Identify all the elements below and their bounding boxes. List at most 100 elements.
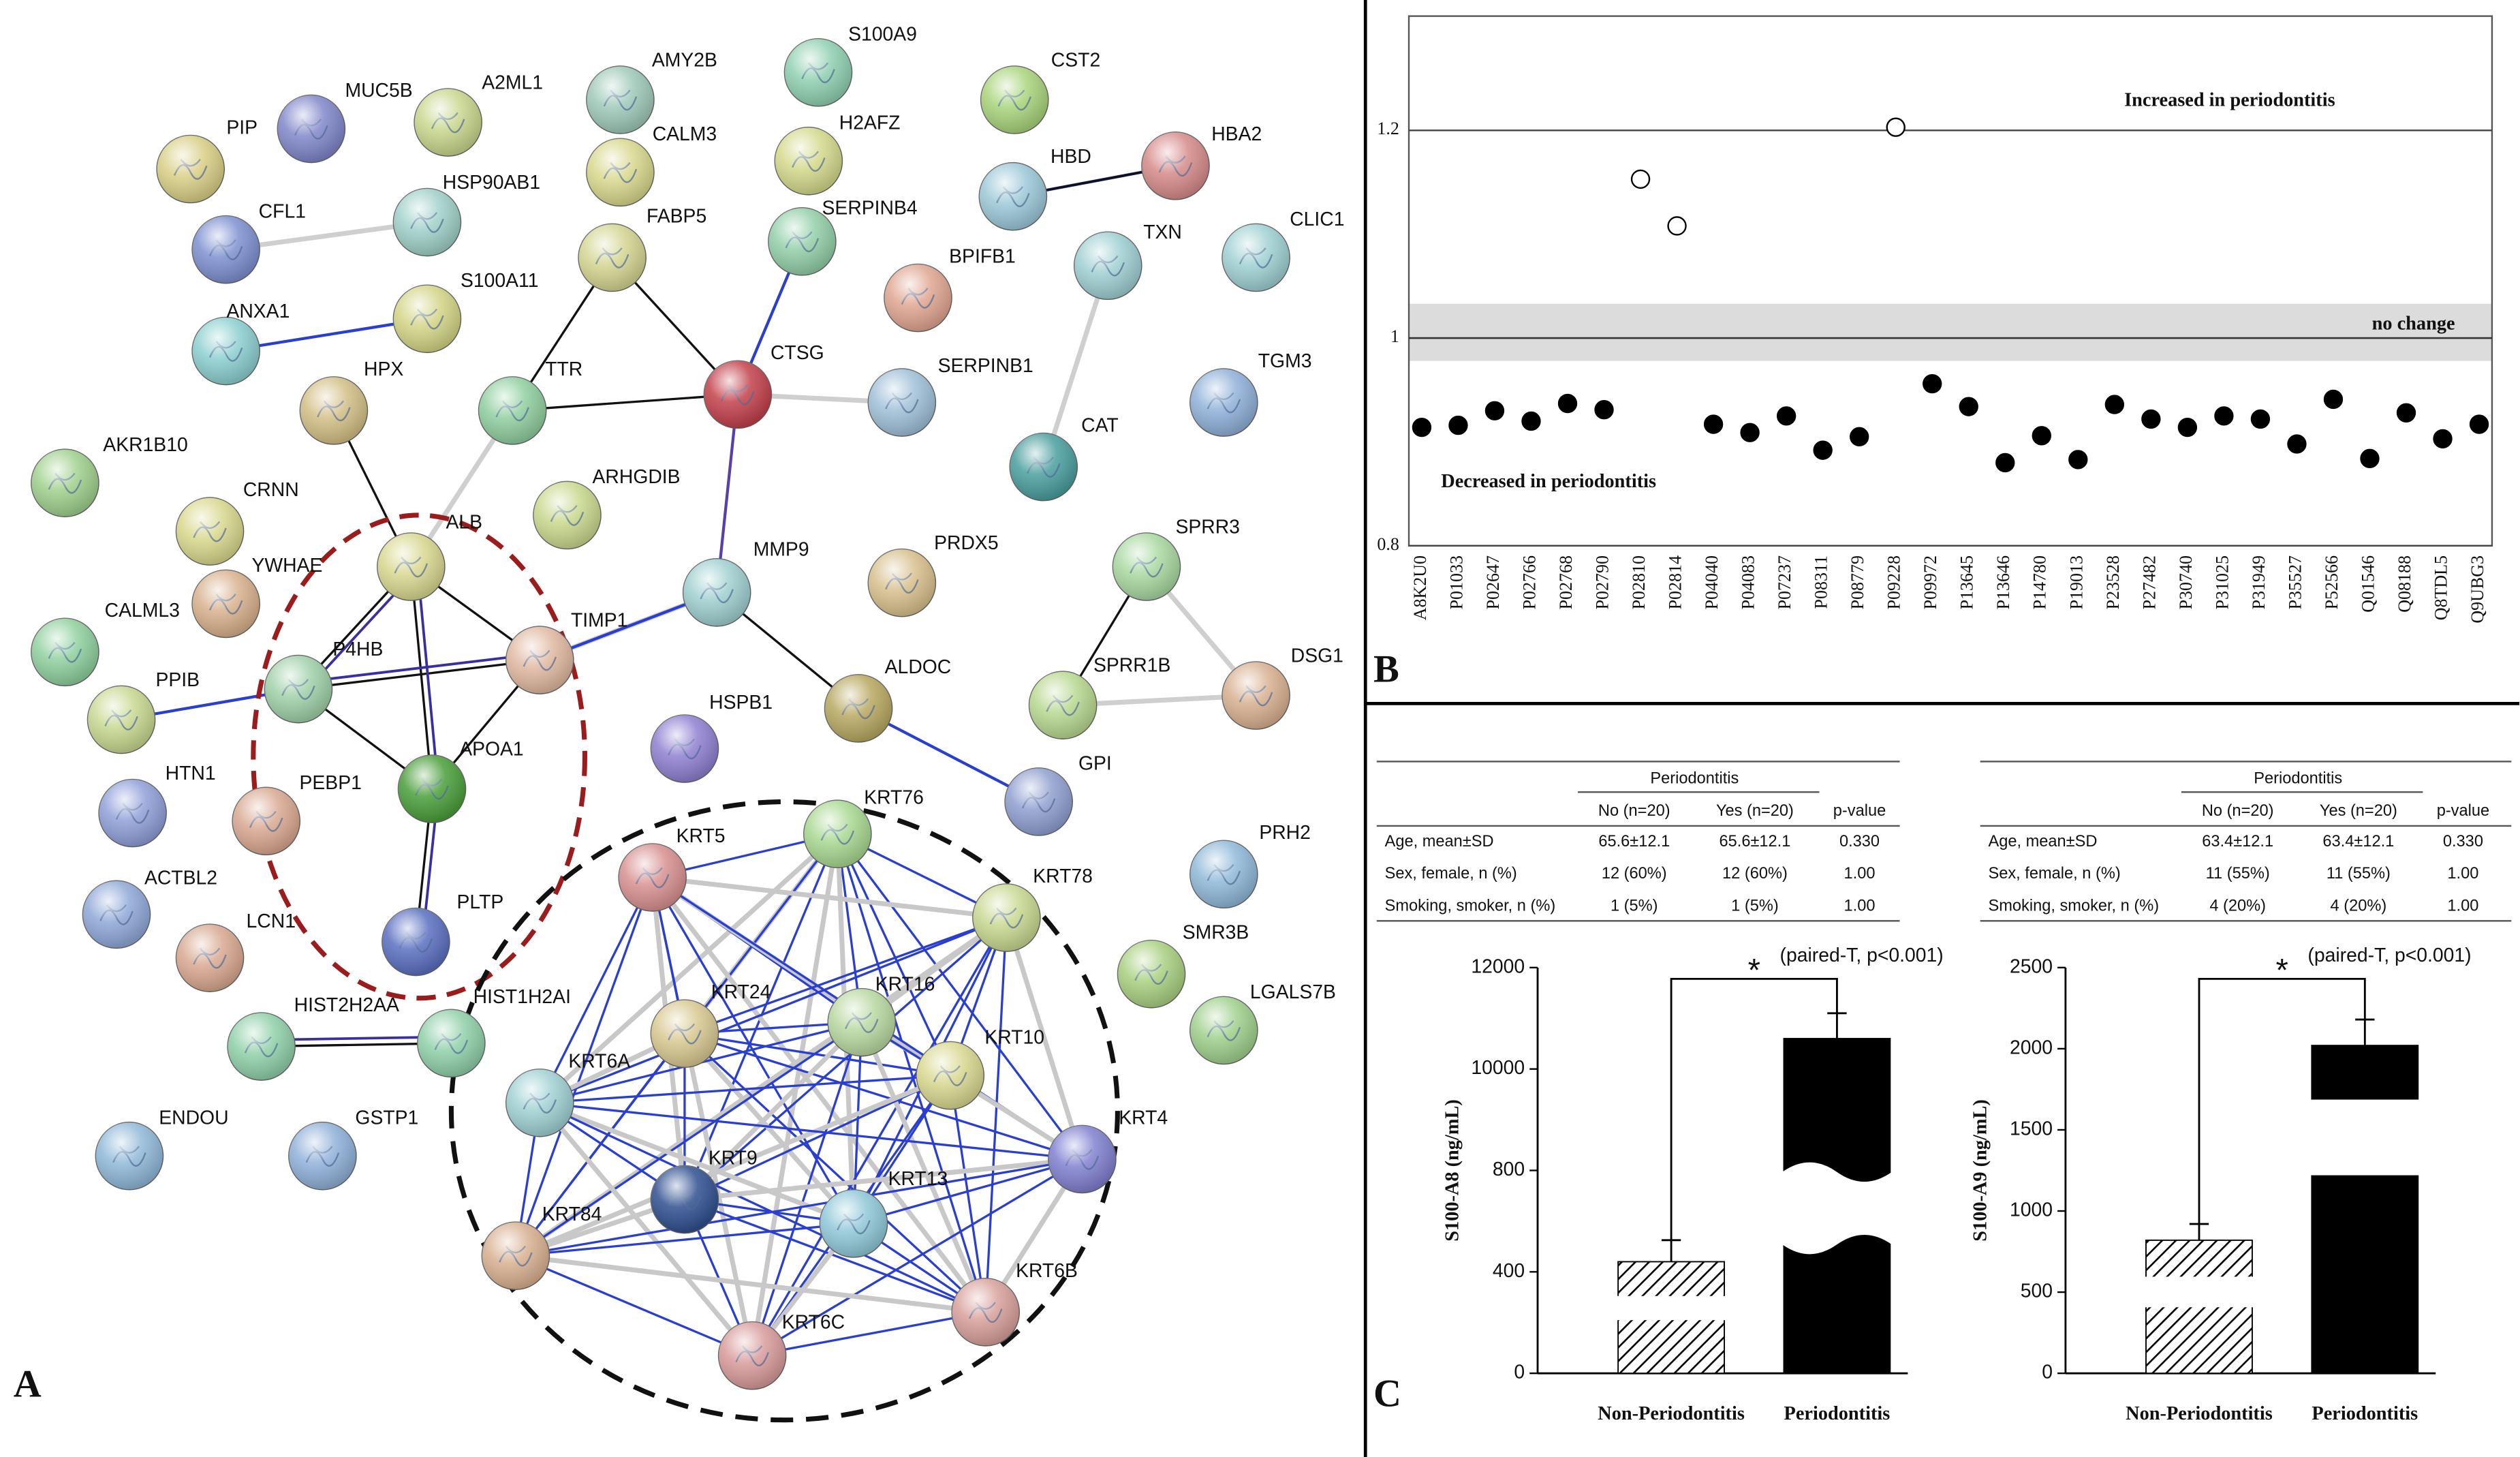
node-shine xyxy=(192,317,260,385)
edge xyxy=(984,917,1008,1313)
node-label: CAT xyxy=(1081,415,1119,437)
node-shine xyxy=(1010,433,1078,501)
bar xyxy=(2311,1045,2419,1375)
node-shine xyxy=(718,1321,786,1390)
x-tick-label: P04040 xyxy=(1702,555,1722,609)
network: PIP MUC5B A2ML1 AMY2B S100A9 CST2 CALM3 H2AFZ HS… xyxy=(31,23,1345,1423)
point xyxy=(1667,216,1687,236)
annotation: (paired-T, p<0.001) xyxy=(1780,945,1944,966)
node-label: PPIB xyxy=(155,669,200,691)
table-cell: 63.4±12.1 xyxy=(2202,833,2273,850)
node-label: HSP90AB1 xyxy=(443,172,540,194)
table-header: Yes (n=20) xyxy=(1716,802,1794,820)
cluster-outline xyxy=(251,512,588,1001)
edge xyxy=(836,833,952,1076)
node-shine xyxy=(398,754,466,823)
node-label: HPX xyxy=(364,358,403,380)
node-label: HSPB1 xyxy=(709,692,773,714)
node-shine xyxy=(979,162,1047,230)
table-cell: 1.00 xyxy=(2447,865,2478,883)
node-shine xyxy=(578,224,647,292)
table-header: p-value xyxy=(1833,802,1886,820)
node-shine xyxy=(99,779,167,847)
x-tick-label: P14780 xyxy=(2030,555,2050,609)
x-tick-label: P09228 xyxy=(1884,555,1904,609)
edge xyxy=(514,1021,862,1257)
node-shine xyxy=(775,127,843,195)
point xyxy=(1630,169,1651,189)
table-cell: 63.4±12.1 xyxy=(2322,833,2394,850)
edge xyxy=(749,833,840,1356)
node-shine xyxy=(803,800,871,868)
point xyxy=(2141,409,2161,429)
node-label: MUC5B xyxy=(345,80,412,102)
node-label: KRT6C xyxy=(782,1311,845,1333)
y-axis-label: S100-A9 (ng/mL) xyxy=(1970,1099,1991,1242)
x-tick-label: P13645 xyxy=(1957,555,1977,609)
table-header: No (n=20) xyxy=(1598,802,1670,820)
node-label: KRT13 xyxy=(888,1168,948,1190)
node-shine xyxy=(972,883,1041,952)
table-cell: 4 (20%) xyxy=(2331,897,2387,915)
significance-bracket xyxy=(2198,977,2366,1225)
edge xyxy=(538,1101,754,1358)
y-tick-label: 10000 xyxy=(1471,1057,1525,1079)
point xyxy=(1521,411,1541,431)
annotation: * xyxy=(2275,952,2288,988)
node-label: TXN xyxy=(1143,221,1182,243)
point xyxy=(1594,400,1614,420)
node-shine xyxy=(1189,368,1258,437)
node-label: CALML3 xyxy=(105,600,180,622)
edge xyxy=(514,1073,952,1258)
node-label: TGM3 xyxy=(1258,350,1312,372)
x-tick-label: P02790 xyxy=(1592,555,1612,609)
x-tick-label: P31025 xyxy=(2212,555,2232,609)
node-shine xyxy=(1048,1125,1117,1193)
x-tick-label: P31949 xyxy=(2249,555,2269,609)
node-shine xyxy=(192,215,260,283)
y-tick-label: 0.8 xyxy=(1377,534,1399,554)
x-tick-label: Q01546 xyxy=(2358,555,2378,613)
node-shine xyxy=(82,880,151,949)
node-shine xyxy=(1029,671,1097,739)
node-label: CRNN xyxy=(243,479,299,501)
node-label: ACTBL2 xyxy=(144,867,217,889)
node-label: AMY2B xyxy=(652,49,717,71)
point xyxy=(1448,415,1468,435)
node-label: DSG1 xyxy=(1291,645,1343,666)
node-label: LCN1 xyxy=(247,910,296,932)
node-label: YWHAE xyxy=(251,555,322,577)
node-label: KRT84 xyxy=(542,1203,602,1225)
edge xyxy=(298,658,540,690)
x-tick-label: P02768 xyxy=(1556,555,1576,609)
y-tick-label: 400 xyxy=(1493,1260,1525,1282)
node-shine xyxy=(1141,132,1210,200)
node-shine xyxy=(382,908,450,976)
edge xyxy=(684,917,1007,1035)
node-shine xyxy=(980,65,1048,134)
edge xyxy=(515,1222,854,1257)
node-label: ALDOC xyxy=(885,656,952,678)
node-label: KRT6A xyxy=(568,1051,630,1073)
node-label: CALM3 xyxy=(653,123,717,145)
node-label: HBD xyxy=(1051,146,1091,168)
point xyxy=(1740,423,1760,442)
edge xyxy=(683,1032,856,1225)
tables: Periodontitis No (n=20) Yes (n=20) p-value A… xyxy=(1376,761,2512,922)
edge xyxy=(751,917,1008,1356)
x-tick-label: Periodontitis xyxy=(1784,1403,1891,1424)
node-shine xyxy=(31,449,99,517)
x-tick-label: Non-Periodontitis xyxy=(1598,1403,1745,1424)
node-label: P4HB xyxy=(332,639,383,660)
annotation: Increased in periodontitis xyxy=(2124,89,2335,110)
node-shine xyxy=(916,1041,984,1109)
edge xyxy=(751,1158,1083,1357)
node-shine xyxy=(1005,767,1073,836)
point xyxy=(2032,426,2051,446)
table-group: Periodontitis xyxy=(1650,770,1739,788)
y-axis-label: S100-A8 (ng/mL) xyxy=(1442,1099,1463,1242)
edge xyxy=(853,1158,1083,1225)
node-shine xyxy=(868,549,936,617)
node-shine xyxy=(1222,661,1290,730)
node-shine xyxy=(31,618,99,686)
